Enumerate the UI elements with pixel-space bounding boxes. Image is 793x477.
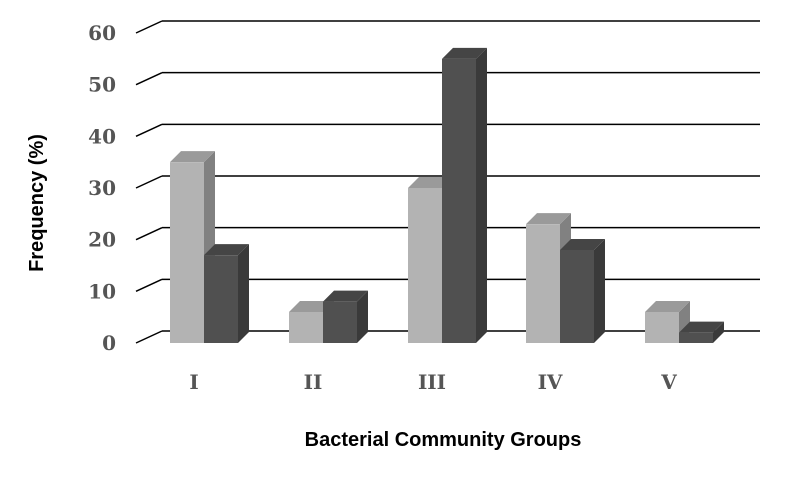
x-category-labels: I II III IV V (189, 370, 677, 394)
bars (170, 47, 724, 343)
bar (679, 321, 724, 343)
y-tick-labels: 0 10 20 30 40 50 60 (88, 21, 116, 355)
x-category-label: V (660, 370, 677, 394)
x-category-label: III (418, 370, 446, 394)
y-tick-label: 0 (102, 331, 116, 355)
y-axis-title: Frequency (%) (26, 134, 48, 272)
y-tick-label: 20 (88, 228, 116, 252)
x-category-label: I (189, 370, 198, 394)
bar (442, 47, 487, 343)
bar (323, 290, 368, 343)
y-tick-label: 40 (88, 124, 116, 148)
bar (204, 244, 249, 343)
x-category-label: IV (538, 370, 563, 394)
y-tick-label: 50 (88, 73, 116, 97)
x-axis-title: Bacterial Community Groups (305, 429, 582, 451)
y-tick-label: 10 (88, 279, 116, 303)
gridline (135, 20, 760, 34)
y-tick-label: 60 (88, 21, 116, 45)
x-category-label: II (304, 370, 323, 394)
y-tick-label: 30 (88, 176, 116, 200)
bar (560, 239, 605, 343)
